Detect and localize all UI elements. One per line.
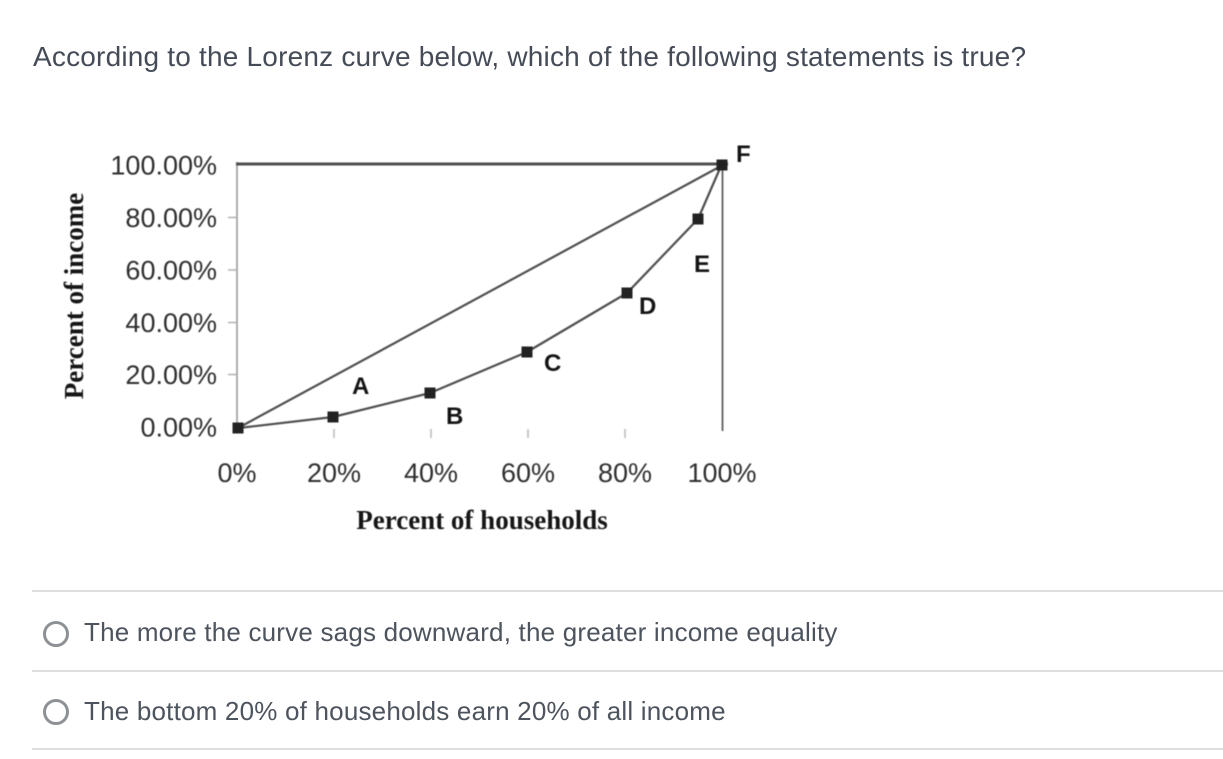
marker-e [692, 213, 704, 225]
lorenz-chart: A B C D E F 100.00% 80.00% 60.00% 40.00%… [55, 133, 775, 545]
marker-origin [232, 422, 244, 434]
marker-f [716, 159, 728, 171]
answer-option-row-2[interactable]: The bottom 20% of households earn 20% of… [32, 672, 1223, 750]
y-axis-title: Percent of income [59, 193, 89, 399]
marker-a [327, 411, 339, 423]
divider-middle [32, 670, 1223, 672]
marker-c [521, 346, 533, 358]
y-tick-40: 40.00% [125, 308, 217, 338]
point-label-c: C [544, 350, 561, 377]
x-axis-title: Percent of households [356, 505, 608, 535]
x-tick-0: 0% [217, 458, 256, 488]
y-tick-20: 20.00% [125, 360, 217, 390]
option-radio-2[interactable] [43, 699, 69, 725]
divider-top [32, 590, 1223, 592]
y-tick-60: 60.00% [125, 256, 217, 286]
x-tick-100: 100% [687, 458, 756, 488]
point-label-e: E [694, 251, 710, 278]
x-axis-ticks [333, 429, 626, 438]
x-tick-60: 60% [501, 458, 555, 488]
x-tick-40: 40% [404, 458, 458, 488]
point-label-d: D [639, 293, 656, 320]
equality-line [238, 165, 722, 429]
point-label-a: A [352, 373, 369, 400]
y-tick-80: 80.00% [125, 203, 217, 233]
point-markers [232, 159, 728, 434]
option-label-2[interactable]: The bottom 20% of households earn 20% of… [84, 696, 726, 726]
x-tick-20: 20% [307, 458, 361, 488]
point-label-f: F [736, 141, 751, 168]
lorenz-chart-svg: A B C D E F 100.00% 80.00% 60.00% 40.00%… [59, 141, 757, 535]
divider-bottom [32, 748, 1223, 750]
option-label-1[interactable]: The more the curve sags downward, the gr… [84, 617, 838, 647]
answer-option-row-1[interactable]: The more the curve sags downward, the gr… [32, 592, 1223, 670]
question-text: According to the Lorenz curve below, whi… [33, 41, 1027, 72]
y-tick-0: 0.00% [140, 413, 217, 443]
y-tick-100: 100.00% [110, 151, 217, 181]
x-tick-80: 80% [598, 458, 652, 488]
marker-b [424, 387, 436, 399]
marker-d [621, 287, 633, 299]
option-radio-1[interactable] [43, 621, 69, 647]
y-axis-ticks [228, 216, 237, 376]
point-label-b: B [446, 403, 463, 430]
